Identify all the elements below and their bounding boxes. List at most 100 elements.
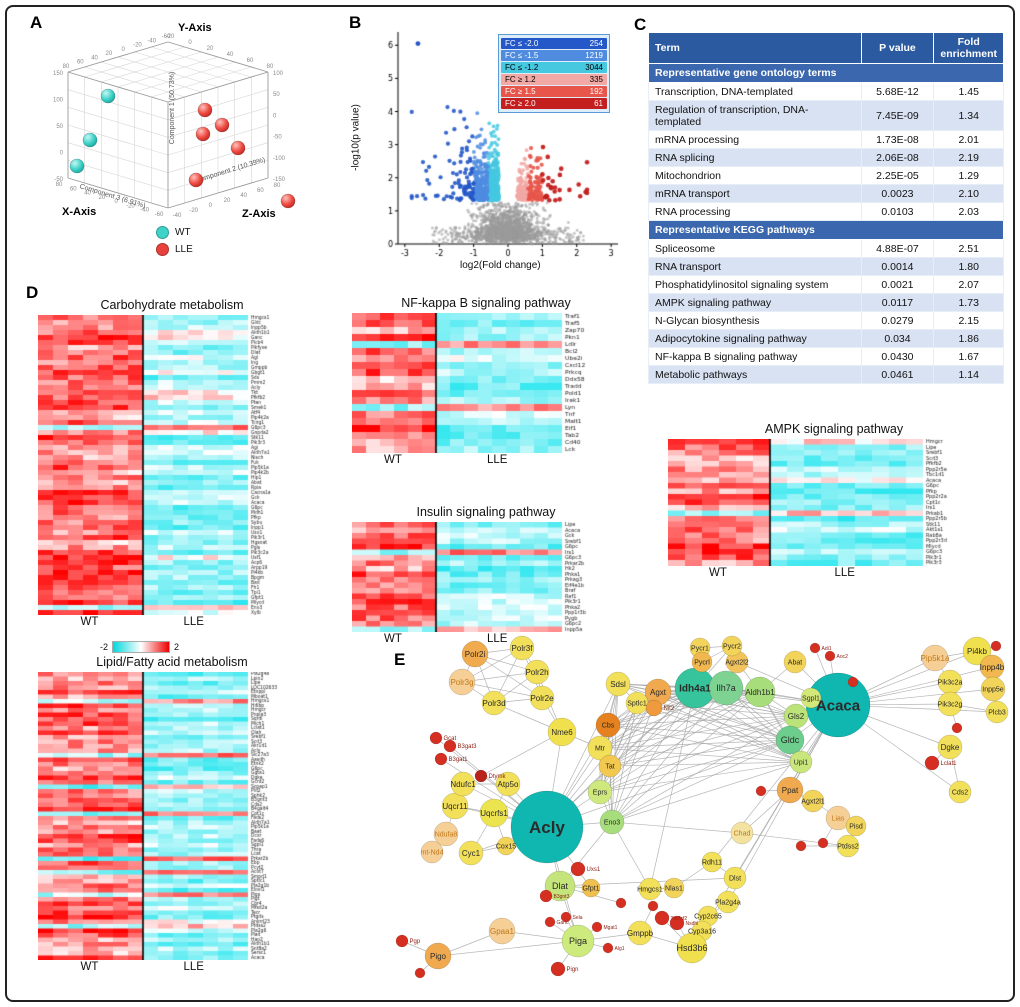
volcano-legend-row: FC ≥ 1.2 335 xyxy=(501,74,607,85)
svg-text:60: 60 xyxy=(257,188,264,194)
svg-text:0: 0 xyxy=(121,47,125,53)
svg-text:40: 40 xyxy=(91,55,98,61)
svg-text:Gls2: Gls2 xyxy=(788,712,805,721)
pvalue-cell: 0.0021 xyxy=(860,275,935,294)
svg-text:0: 0 xyxy=(209,203,213,209)
legend-count: 61 xyxy=(594,99,603,108)
fold-enrichment-cell: 1.86 xyxy=(933,329,1004,348)
svg-text:Polr3f: Polr3f xyxy=(512,644,534,653)
svg-text:Pgp: Pgp xyxy=(410,939,421,945)
volcano-legend-row: FC ≤ -1.5 1219 xyxy=(501,50,607,61)
heatmap-lipid-fatty-acid-metabolism: Lipid/Fatty acid metabolism WT LLE xyxy=(38,655,306,975)
svg-text:Alg1: Alg1 xyxy=(615,946,625,952)
heatmap-carbohydrate-metabolism: Carbohydrate metabolism WT LLE xyxy=(38,298,306,630)
pvalue-cell: 0.0103 xyxy=(860,202,935,221)
column-header: Fold enrichment xyxy=(933,32,1004,64)
svg-text:-50: -50 xyxy=(273,135,282,141)
svg-text:Cds2: Cds2 xyxy=(952,789,968,796)
svg-text:Polr2i: Polr2i xyxy=(465,650,486,659)
pca-3d-canvas: 806040200-20-40-60-20020406080150100500-… xyxy=(53,34,296,219)
svg-text:Cyc1: Cyc1 xyxy=(462,849,481,858)
group-label-wt: WT xyxy=(80,616,99,628)
svg-text:Pla2g4a: Pla2g4a xyxy=(715,899,741,906)
svg-text:Polr3d: Polr3d xyxy=(482,699,505,708)
pvalue-cell: 2.06E-08 xyxy=(860,148,935,167)
svg-text:Agxt2l1: Agxt2l1 xyxy=(801,798,824,805)
svg-text:-150: -150 xyxy=(273,177,286,183)
svg-text:Cox15: Cox15 xyxy=(496,843,516,850)
heatmap-title: NF-kappa B signaling pathway xyxy=(401,296,571,310)
table-row: mRNA processing 1.73E-08 2.01 xyxy=(648,130,1004,149)
svg-text:20: 20 xyxy=(99,195,106,201)
svg-text:100: 100 xyxy=(53,98,64,104)
heatmap-insulin-signaling: Insulin signaling pathway WT LLE xyxy=(352,505,620,647)
svg-text:Pycr2: Pycr2 xyxy=(723,643,741,650)
pvalue-cell: 0.0117 xyxy=(860,293,935,312)
svg-text:-50: -50 xyxy=(54,177,63,183)
term-cell: Metabolic pathways xyxy=(648,365,862,384)
svg-text:Polr2h: Polr2h xyxy=(525,668,548,677)
volcano-x-axis-label: log2(Fold change) xyxy=(460,260,541,271)
panel-label-a: A xyxy=(30,13,43,32)
svg-text:Ppat: Ppat xyxy=(782,786,799,795)
svg-text:Abat: Abat xyxy=(788,659,802,666)
svg-text:Polr3g: Polr3g xyxy=(450,678,473,687)
svg-text:-20: -20 xyxy=(189,208,198,214)
table-row: Regulation of transcription, DNA-templat… xyxy=(648,100,1004,131)
svg-text:Component 2 (10.39%): Component 2 (10.39%) xyxy=(195,157,266,185)
svg-text:-20: -20 xyxy=(126,203,135,209)
heatmap-title: Insulin signaling pathway xyxy=(416,505,556,519)
svg-text:Pycr1: Pycr1 xyxy=(691,645,709,652)
svg-text:20: 20 xyxy=(106,51,113,57)
svg-text:Plcb3: Plcb3 xyxy=(988,709,1006,716)
svg-text:0: 0 xyxy=(188,40,192,46)
legend-label: FC ≥ 2.0 xyxy=(505,99,536,108)
svg-text:60: 60 xyxy=(70,186,77,192)
fold-enrichment-cell: 1.14 xyxy=(933,365,1004,384)
svg-text:50: 50 xyxy=(56,124,63,130)
svg-text:Nme6: Nme6 xyxy=(551,728,573,737)
table-row: RNA processing 0.0103 2.03 xyxy=(648,202,1004,221)
term-cell: Mitochondrion xyxy=(648,166,862,185)
svg-text:60: 60 xyxy=(77,60,84,66)
svg-text:Adi1: Adi1 xyxy=(822,646,832,652)
svg-text:Ndufc1: Ndufc1 xyxy=(450,780,476,789)
svg-text:Sgpl1: Sgpl1 xyxy=(802,695,820,702)
svg-text:Gldc: Gldc xyxy=(781,735,800,745)
svg-text:Idh4a1: Idh4a1 xyxy=(679,684,711,695)
svg-text:Sela: Sela xyxy=(573,915,583,921)
legend-count: 192 xyxy=(589,87,603,96)
svg-text:Aldh1b1: Aldh1b1 xyxy=(745,688,775,697)
volcano-legend-row: FC ≤ -1.2 3044 xyxy=(501,62,607,73)
pvalue-cell: 2.25E-05 xyxy=(860,166,935,185)
term-cell: Transcription, DNA-templated xyxy=(648,82,862,101)
svg-text:Ptdss2: Ptdss2 xyxy=(837,843,859,850)
svg-text:Tm7sf2: Tm7sf2 xyxy=(671,916,688,922)
pvalue-cell: 0.0279 xyxy=(860,311,935,330)
fold-enrichment-cell: 1.67 xyxy=(933,347,1004,366)
svg-text:40: 40 xyxy=(227,52,234,58)
wt-legend-dot xyxy=(156,226,169,239)
group-label-lle: LLE xyxy=(183,616,204,628)
term-cell: Spliceosome xyxy=(648,239,862,258)
pca-legend: WT LLE xyxy=(156,226,193,260)
enrichment-table-panel: Term P value Fold enrichment Representativ… xyxy=(648,32,1004,384)
svg-text:Pign: Pign xyxy=(567,967,579,973)
heatmap-title: Lipid/Fatty acid metabolism xyxy=(96,655,248,669)
wt-legend-label: WT xyxy=(175,227,191,238)
svg-text:Mtr: Mtr xyxy=(595,745,606,752)
svg-text:Chad: Chad xyxy=(734,830,751,837)
term-cell: RNA transport xyxy=(648,257,862,276)
fold-enrichment-cell: 1.34 xyxy=(933,100,1004,131)
svg-text:60: 60 xyxy=(247,58,254,64)
heatmap-ampk-signaling: AMPK signaling pathway WT LLE xyxy=(668,422,1000,581)
heatmap-canvas xyxy=(668,439,993,566)
group-label-wt: WT xyxy=(384,454,402,466)
svg-text:Gcat: Gcat xyxy=(444,736,457,742)
svg-text:B3gnt3: B3gnt3 xyxy=(554,894,570,900)
pvalue-cell: 0.0014 xyxy=(860,257,935,276)
svg-text:Cyp3a16: Cyp3a16 xyxy=(688,928,716,935)
svg-text:mt-Nd4: mt-Nd4 xyxy=(421,849,444,856)
pvalue-cell: 7.45E-09 xyxy=(860,100,935,131)
svg-text:0: 0 xyxy=(114,199,118,205)
